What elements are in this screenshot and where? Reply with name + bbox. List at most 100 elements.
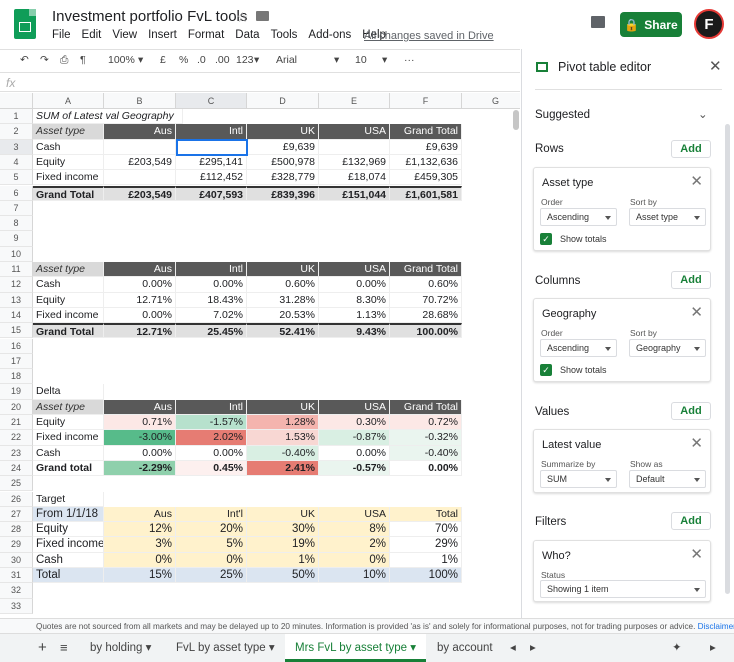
grid-cell[interactable]: 0.30% — [319, 415, 390, 431]
row-header[interactable]: 3 — [0, 139, 33, 155]
grid-cell[interactable]: 12.71% — [104, 323, 176, 339]
formula-bar[interactable]: fx — [0, 73, 520, 92]
row-header[interactable]: 29 — [0, 537, 33, 553]
columns-sortby-select[interactable]: Geography — [629, 339, 706, 357]
row-header[interactable]: 32 — [0, 583, 33, 599]
grid-cell[interactable]: 0.00% — [176, 277, 247, 293]
grid-cell[interactable]: Equity — [33, 154, 104, 171]
share-button[interactable]: 🔒 Share — [620, 12, 682, 37]
menu-addons[interactable]: Add-ons — [308, 29, 352, 41]
columns-order-select[interactable]: Ascending — [540, 339, 617, 357]
grid-cell[interactable]: 52.41% — [247, 323, 319, 339]
row-header[interactable]: 9 — [0, 231, 33, 247]
grid-cell[interactable]: 0.60% — [390, 277, 462, 293]
explore-icon[interactable]: ✦ — [672, 642, 682, 654]
row-header[interactable]: 20 — [0, 399, 33, 415]
grid-cell[interactable]: -0.87% — [319, 430, 390, 446]
grid-cell[interactable]: -0.40% — [247, 445, 319, 461]
grid-cell[interactable]: UK — [247, 262, 319, 278]
grid-cell[interactable]: £151,044 — [319, 185, 390, 201]
row-header[interactable]: 6 — [0, 185, 33, 201]
grid-cell[interactable]: Aus — [104, 124, 176, 140]
close-icon[interactable]: ✕ — [709, 58, 722, 75]
save-status-link[interactable]: All changes saved in Drive — [364, 30, 494, 42]
redo-icon[interactable]: ↷ — [40, 54, 49, 66]
grid-cell[interactable]: Aus — [104, 399, 176, 415]
row-header[interactable]: 5 — [0, 170, 33, 186]
grid-cell[interactable]: 8% — [319, 522, 390, 538]
grid-cell[interactable]: Intl — [176, 262, 247, 278]
grid-cell[interactable]: Cash — [33, 552, 104, 568]
grid-cell[interactable]: £1,601,581 — [390, 185, 462, 201]
grid-cell[interactable]: £112,452 — [176, 170, 247, 186]
font-select[interactable]: Arial — [276, 54, 298, 66]
row-header[interactable]: 21 — [0, 415, 33, 431]
status-select[interactable]: Showing 1 item — [540, 580, 706, 598]
grid-cell[interactable]: USA — [319, 506, 390, 523]
scroll-tabs-left-icon[interactable]: ◂ — [510, 642, 516, 654]
tab-mrs-fvl-by-asset-type[interactable]: Mrs FvL by asset type ▾ — [285, 634, 427, 662]
grid-cell[interactable]: 2.41% — [247, 460, 319, 477]
remove-rows-close-icon[interactable]: ✕ — [690, 173, 703, 190]
grid-cell[interactable]: 19% — [247, 537, 319, 553]
grid-cell[interactable]: -0.40% — [390, 445, 462, 461]
grid-cell[interactable]: 29% — [390, 537, 462, 553]
grid-cell[interactable]: 70.72% — [390, 292, 462, 308]
grid-cell[interactable]: 3% — [104, 537, 176, 553]
grid-cell[interactable]: Aus — [104, 262, 176, 278]
tab-by-holding[interactable]: by holding ▾ — [90, 642, 152, 654]
grid-cell[interactable]: Fixed income — [33, 430, 104, 446]
grid-cell[interactable]: -0.57% — [319, 460, 390, 477]
grid-cell[interactable]: -3.00% — [104, 430, 176, 446]
grid-cell[interactable]: -0.32% — [390, 430, 462, 446]
grid-cell[interactable]: 100.00% — [390, 323, 462, 339]
zoom-select[interactable]: 100% — [108, 54, 135, 66]
grid-cell[interactable]: 2% — [319, 537, 390, 553]
grid-cell[interactable]: 5% — [176, 537, 247, 553]
grid-cell[interactable]: USA — [319, 124, 390, 140]
percent-format-button[interactable]: % — [179, 54, 189, 66]
grid-cell[interactable]: 0.00% — [104, 307, 176, 324]
row-header[interactable]: 10 — [0, 246, 33, 262]
grid-cell[interactable]: 0.00% — [104, 445, 176, 461]
grid-cell[interactable]: 0.00% — [390, 460, 462, 477]
row-header[interactable]: 23 — [0, 445, 33, 461]
column-header-a[interactable]: A — [33, 93, 104, 109]
comment-icon[interactable] — [591, 16, 605, 28]
grid-cell[interactable]: £18,074 — [319, 170, 390, 186]
grid-cell[interactable]: Int'l — [176, 506, 247, 523]
row-header[interactable]: 13 — [0, 292, 33, 308]
paint-format-icon[interactable]: ¶ — [80, 54, 86, 66]
rows-sortby-select[interactable]: Asset type — [629, 208, 706, 226]
column-header-d[interactable]: D — [247, 93, 319, 109]
star-icon[interactable]: ☆ — [236, 9, 249, 25]
row-header[interactable]: 7 — [0, 200, 33, 217]
row-header[interactable]: 31 — [0, 568, 33, 584]
grid-cell[interactable]: Grand Total — [390, 262, 462, 278]
grid-cell[interactable]: Grand Total — [390, 124, 462, 140]
grid-cell[interactable]: 0.00% — [319, 445, 390, 461]
grid-cell[interactable]: Equity — [33, 415, 104, 431]
grid-cell[interactable]: Fixed income — [33, 307, 104, 324]
menu-insert[interactable]: Insert — [148, 29, 177, 41]
grid-cell[interactable]: £407,593 — [176, 185, 247, 201]
grid-cell[interactable]: 9.43% — [319, 323, 390, 339]
columns-show-totals-checkbox[interactable]: ✓ — [540, 364, 552, 376]
menu-edit[interactable]: Edit — [81, 29, 102, 41]
grid-cell[interactable]: Intl — [176, 124, 247, 140]
grid-cell[interactable]: 1% — [390, 552, 462, 568]
all-sheets-icon[interactable]: ≡ — [60, 640, 68, 655]
grid-corner[interactable] — [0, 93, 33, 109]
grid-cell[interactable]: Asset type — [33, 399, 104, 415]
row-header[interactable]: 16 — [0, 338, 33, 354]
remove-filters-close-icon[interactable]: ✕ — [690, 546, 703, 563]
grid-cell[interactable]: 25% — [176, 568, 247, 584]
row-header[interactable]: 14 — [0, 307, 33, 324]
row-header[interactable]: 25 — [0, 476, 33, 492]
print-icon[interactable]: ⎙ — [60, 54, 69, 66]
grid-cell[interactable]: 8.30% — [319, 292, 390, 308]
tab-by-account[interactable]: by account — [427, 634, 503, 662]
grid-cell[interactable]: 0.71% — [104, 415, 176, 431]
grid-cell[interactable]: Cash — [33, 445, 104, 461]
menu-view[interactable]: View — [112, 29, 138, 41]
